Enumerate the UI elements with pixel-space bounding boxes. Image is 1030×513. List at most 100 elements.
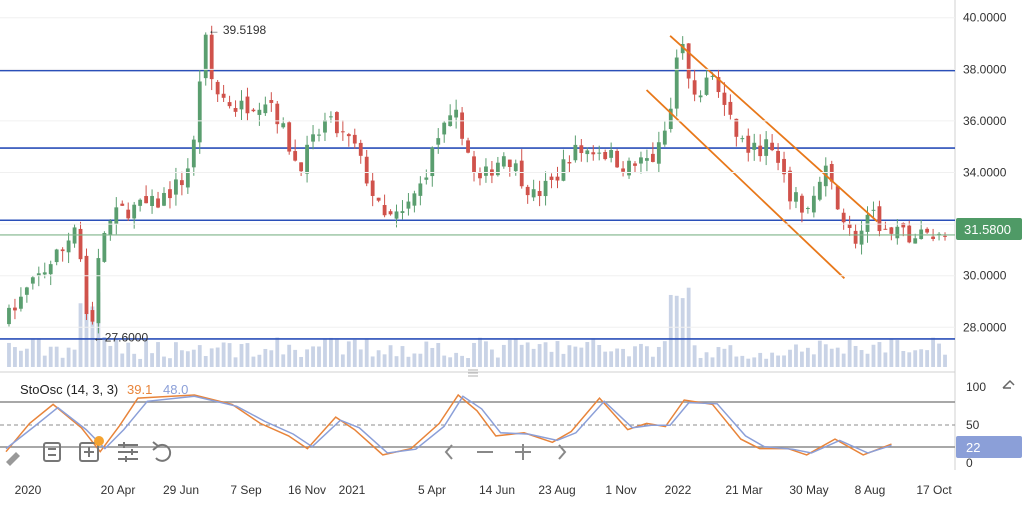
volume-bar (424, 341, 429, 367)
indicator-name: StoOsc (14, 3, 3) (20, 382, 118, 397)
volume-bar (24, 348, 29, 367)
volume-bar (281, 354, 286, 367)
volume-bar (340, 354, 345, 367)
volume-bar (311, 346, 315, 367)
candle-body (138, 199, 143, 206)
volume-bar (656, 346, 661, 367)
volume-bar (472, 342, 476, 367)
stoch-tick: 50 (966, 418, 980, 432)
candle-body (501, 156, 506, 167)
date-tick-label: 2022 (665, 483, 692, 497)
volume-bar (287, 344, 292, 367)
high-arrow-icon: ← (208, 23, 220, 37)
scroll-left-button[interactable] (444, 444, 453, 460)
price-tick-label: 34.0000 (963, 166, 1007, 180)
volume-bar (412, 353, 417, 367)
volume-bar (740, 355, 745, 367)
volume-bar (239, 344, 244, 367)
volume-bar (138, 358, 143, 367)
volume-bar (770, 352, 775, 367)
candle-body (698, 95, 703, 98)
indicator-legend[interactable]: StoOsc (14, 3, 3) 39.1 48.0 (20, 382, 188, 397)
candle-body (430, 147, 435, 177)
candle-body (388, 211, 393, 215)
volume-bar (132, 353, 137, 367)
candle-body (567, 162, 572, 164)
channel-upper-line[interactable] (669, 35, 878, 223)
collapse-indicator-button[interactable] (1002, 379, 1015, 389)
candle-body (418, 183, 423, 196)
volume-bar (621, 348, 625, 367)
candle-body (376, 197, 381, 201)
candle-body (460, 112, 465, 139)
volume-bar (78, 303, 83, 367)
volume-bar (108, 345, 113, 367)
volume-bar (352, 339, 357, 367)
candle-body (895, 226, 900, 239)
zoom-in-button[interactable] (515, 444, 531, 460)
volume-bar (662, 341, 667, 367)
volume-bar (537, 344, 542, 367)
candle-body (478, 171, 482, 179)
volume-bar (728, 345, 733, 367)
volume-bar (525, 342, 530, 367)
volume-bar (561, 353, 566, 367)
candle-body (817, 181, 822, 200)
add-indicator-button[interactable] (79, 436, 104, 462)
volume-bar (579, 347, 584, 367)
candle-body (406, 201, 411, 209)
candle-body (370, 180, 375, 196)
candle-body (30, 277, 35, 284)
date-tick-label: 16 Nov (288, 483, 326, 497)
volume-bar (603, 351, 608, 367)
candle-body (686, 43, 691, 79)
candle-body (269, 100, 274, 103)
candle-body (185, 168, 190, 188)
volume-bar (871, 344, 876, 367)
candle-body (740, 138, 745, 140)
candle-body (293, 151, 298, 161)
volume-bar (549, 351, 554, 367)
scroll-right-button[interactable] (558, 444, 567, 460)
volume-bar (841, 353, 846, 367)
volume-bar (758, 352, 763, 367)
candle-body (907, 225, 912, 243)
candle-body (913, 238, 918, 244)
volume-bar (179, 350, 184, 367)
undo-icon (152, 441, 172, 462)
candle-body (811, 195, 816, 213)
notes-button[interactable] (43, 442, 61, 462)
candle-body (197, 81, 202, 143)
settings-button[interactable] (118, 442, 138, 462)
volume-bar (251, 356, 256, 367)
price-tick-label: 30.0000 (963, 269, 1007, 283)
price-tick-label: 40.0000 (963, 11, 1007, 25)
badge-dot (94, 436, 104, 446)
volume-bar (358, 349, 363, 367)
volume-bar (633, 346, 637, 367)
candle-body (132, 204, 137, 219)
price-tag-bg (956, 218, 1022, 240)
candle-body (251, 109, 256, 112)
volume-bar (144, 339, 149, 367)
pencil-button[interactable] (6, 452, 20, 466)
date-tick-label: 1 Nov (605, 483, 636, 497)
undo-button[interactable] (152, 441, 172, 462)
candle-body (221, 93, 226, 98)
candle-body (627, 160, 631, 176)
splitter-handle[interactable] (468, 369, 478, 377)
volume-bar (478, 337, 482, 367)
date-tick-label: 29 Jun (163, 483, 199, 497)
low-label: 27.6000 (105, 331, 149, 345)
candle-body (227, 102, 232, 107)
candle-body (466, 140, 470, 153)
candle-body (233, 108, 238, 112)
volume-bar (895, 340, 900, 367)
volume-bar (400, 346, 405, 367)
volume-bar (704, 352, 709, 367)
candle-body (752, 142, 757, 150)
volume-bar (72, 349, 77, 367)
volume-bar (794, 344, 798, 367)
